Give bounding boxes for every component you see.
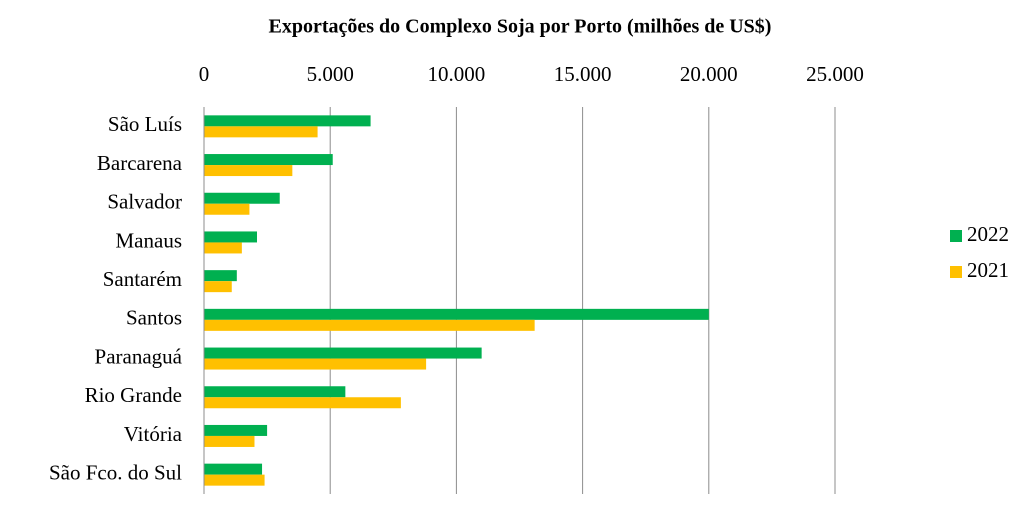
y-tick-label: Salvador: [107, 190, 182, 214]
y-tick-label: Barcarena: [97, 151, 183, 175]
y-tick-label: São Luís: [108, 112, 182, 136]
y-tick-label: Manaus: [116, 228, 183, 252]
y-tick-label: Rio Grande: [85, 383, 182, 407]
bar: [204, 308, 709, 320]
chart-title: Exportações do Complexo Soja por Porto (…: [269, 16, 772, 38]
bar: [204, 424, 268, 436]
legend-label: 2021: [967, 258, 1009, 282]
x-tick-label: 5.000: [307, 62, 354, 86]
bar: [204, 386, 346, 398]
x-tick-label: 0: [199, 62, 210, 86]
bar: [204, 242, 242, 254]
bar: [204, 126, 318, 138]
bar: [204, 319, 535, 331]
y-tick-label: Santarém: [103, 267, 182, 291]
bar: [204, 281, 232, 293]
bar: [204, 231, 258, 243]
bar: [204, 165, 293, 177]
x-tick-label: 25.000: [806, 62, 864, 86]
legend-swatch: [950, 266, 962, 278]
bar: [204, 474, 265, 486]
bar: [204, 435, 255, 447]
bar: [204, 154, 333, 166]
y-tick-label: Vitória: [124, 422, 183, 446]
x-tick-label: 20.000: [680, 62, 738, 86]
legend-swatch: [950, 230, 962, 242]
legend-label: 2022: [967, 222, 1009, 246]
bar: [204, 270, 237, 282]
bar: [204, 463, 263, 475]
bar: [204, 203, 250, 215]
x-tick-label: 15.000: [554, 62, 612, 86]
bar: [204, 115, 371, 127]
bar: [204, 397, 401, 409]
bar: [204, 347, 482, 359]
y-tick-label: Santos: [126, 306, 182, 330]
bar: [204, 358, 427, 370]
y-tick-label: Paranaguá: [95, 344, 183, 368]
y-tick-label: São Fco. do Sul: [49, 460, 182, 484]
x-tick-label: 10.000: [428, 62, 486, 86]
bar: [204, 192, 280, 204]
